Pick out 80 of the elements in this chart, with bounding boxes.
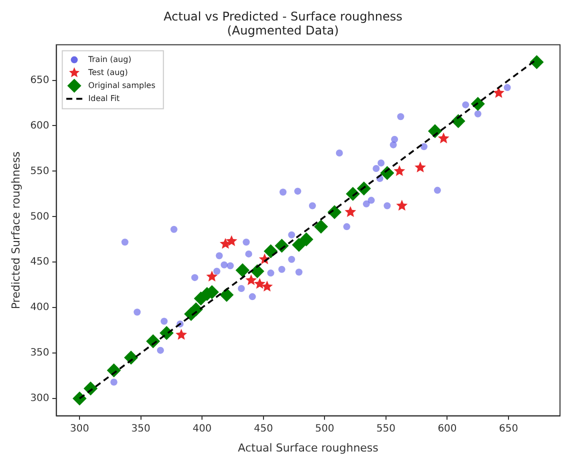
x-axis-title: Actual Surface roughness xyxy=(238,441,379,454)
y-tick-label: 400 xyxy=(30,302,50,314)
point xyxy=(420,143,428,150)
point xyxy=(368,196,375,204)
y-tick-label: 550 xyxy=(30,166,50,177)
point xyxy=(226,262,234,270)
point xyxy=(110,378,118,386)
x-tick-label: 500 xyxy=(315,423,334,434)
point xyxy=(72,392,87,406)
point xyxy=(206,270,218,282)
point xyxy=(220,261,228,268)
point xyxy=(414,162,426,172)
point xyxy=(299,232,314,246)
chart-title: Actual vs Predicted - Surface roughness (Augmented Data) xyxy=(164,9,402,38)
point xyxy=(236,263,250,278)
point xyxy=(245,250,252,258)
y-tick-label: 600 xyxy=(30,120,50,132)
x-tick-label: 450 xyxy=(254,423,273,434)
point xyxy=(344,206,356,217)
y-tick-label: 450 xyxy=(30,256,50,268)
y-tick-label: 350 xyxy=(30,348,50,359)
point xyxy=(264,244,278,258)
legend-label: Ideal Fit xyxy=(88,94,120,103)
point xyxy=(378,160,385,167)
point xyxy=(530,55,544,70)
point xyxy=(248,293,256,300)
point xyxy=(394,165,406,176)
point xyxy=(134,308,141,316)
point xyxy=(504,84,511,92)
point xyxy=(474,110,482,118)
point xyxy=(343,223,350,230)
point xyxy=(121,238,128,246)
point xyxy=(434,186,441,194)
point xyxy=(396,200,408,211)
point xyxy=(267,270,274,277)
point xyxy=(280,188,287,196)
point xyxy=(391,136,398,143)
point xyxy=(216,252,223,260)
point xyxy=(308,202,316,210)
point xyxy=(170,226,178,233)
point xyxy=(242,238,250,246)
y-tick-label: 500 xyxy=(30,211,50,222)
point xyxy=(438,132,450,144)
point xyxy=(397,113,404,120)
y-axis-title: Predicted Surface roughness xyxy=(9,151,22,310)
point xyxy=(245,274,257,286)
x-tick-label: 650 xyxy=(498,423,518,434)
point xyxy=(160,318,168,325)
point xyxy=(362,200,370,208)
y-tick-label: 650 xyxy=(30,74,50,86)
legend-label: Original samples xyxy=(88,80,156,90)
point xyxy=(336,150,343,157)
point xyxy=(372,164,380,172)
point xyxy=(220,288,234,302)
point xyxy=(213,268,220,275)
point xyxy=(278,266,286,273)
point xyxy=(493,86,504,98)
point xyxy=(176,328,188,340)
x-tick-label: 400 xyxy=(192,423,212,434)
point xyxy=(288,231,296,238)
point xyxy=(226,235,238,246)
x-tick-label: 600 xyxy=(438,423,457,434)
point xyxy=(314,220,328,234)
point xyxy=(294,188,302,195)
point xyxy=(292,238,306,252)
point xyxy=(238,284,245,292)
y-tick-label: 300 xyxy=(30,393,50,404)
point xyxy=(384,202,391,210)
legend-label: Test (aug) xyxy=(87,68,128,77)
point xyxy=(254,278,266,289)
x-tick-label: 300 xyxy=(70,423,90,434)
point xyxy=(295,268,302,276)
x-tick-label: 350 xyxy=(131,423,150,434)
point xyxy=(191,274,198,282)
point xyxy=(156,346,164,354)
legend-label: Train (aug) xyxy=(87,54,132,64)
point xyxy=(462,101,470,108)
point xyxy=(261,280,273,292)
point xyxy=(288,256,296,263)
x-tick-label: 550 xyxy=(376,423,396,434)
